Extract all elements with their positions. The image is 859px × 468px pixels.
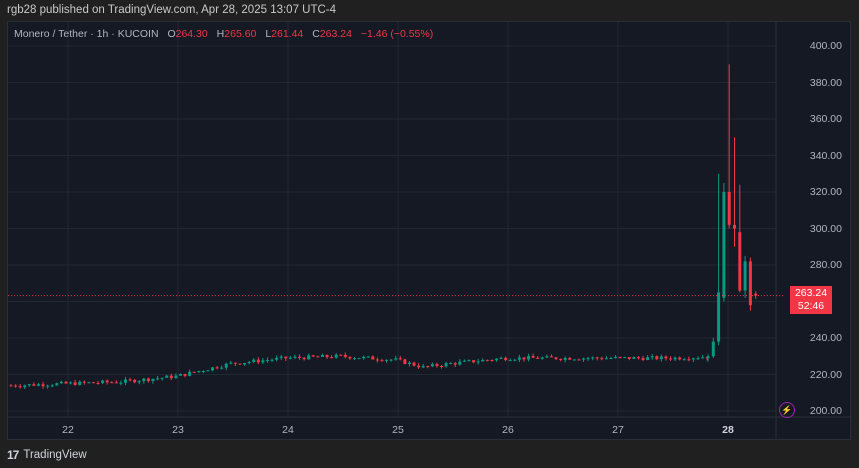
close-value: 263.24 xyxy=(319,28,352,40)
time-tick: 23 xyxy=(172,424,184,436)
price-tick: 200.00 xyxy=(809,405,842,417)
open-label: O xyxy=(167,28,176,40)
price-tick: 340.00 xyxy=(809,149,842,162)
price-tick: 400.00 xyxy=(809,40,842,52)
time-tick: 25 xyxy=(392,424,404,436)
price-tick: 240.00 xyxy=(809,332,842,344)
time-tick: 24 xyxy=(282,424,294,436)
price-tick: 380.00 xyxy=(809,76,842,89)
price-tick: 300.00 xyxy=(809,222,842,235)
price-tick: 280.00 xyxy=(809,259,842,271)
brand-name: TradingView xyxy=(23,449,87,461)
bar-countdown: 52:46 xyxy=(797,300,825,312)
low-value: 261.44 xyxy=(271,28,304,40)
candlestick-chart[interactable] xyxy=(8,22,852,441)
price-tick: 360.00 xyxy=(809,113,842,125)
published-caption: rgb28 published on TradingView.com, Apr … xyxy=(7,4,337,16)
symbol-label[interactable]: Monero / Tether · 1h · KUCOIN xyxy=(14,28,159,40)
chart-legend: Monero / Tether · 1h · KUCOIN O264.30 H2… xyxy=(14,28,433,40)
low-label: L xyxy=(265,28,272,40)
close-label: C xyxy=(312,28,320,40)
change-value: −1.46 (−0.55%) xyxy=(360,28,434,40)
time-tick: 26 xyxy=(502,424,514,436)
price-tick: 220.00 xyxy=(809,368,842,381)
price-tick: 320.00 xyxy=(809,186,842,198)
time-tick: 27 xyxy=(612,424,624,436)
tradingview-logo-icon: 17 xyxy=(7,448,19,462)
time-tick: 22 xyxy=(62,424,74,436)
open-value: 264.30 xyxy=(175,28,208,40)
last-price-label: 263.24 52:46 xyxy=(790,286,832,314)
footer: 17 TradingView xyxy=(7,448,87,462)
lightning-icon[interactable]: ⚡ xyxy=(779,402,795,418)
last-price: 263.24 xyxy=(794,287,828,299)
high-label: H xyxy=(216,28,225,40)
time-tick: 28 xyxy=(722,424,734,436)
high-value: 265.60 xyxy=(224,28,257,40)
chart-panel[interactable]: Monero / Tether · 1h · KUCOIN O264.30 H2… xyxy=(7,21,852,441)
